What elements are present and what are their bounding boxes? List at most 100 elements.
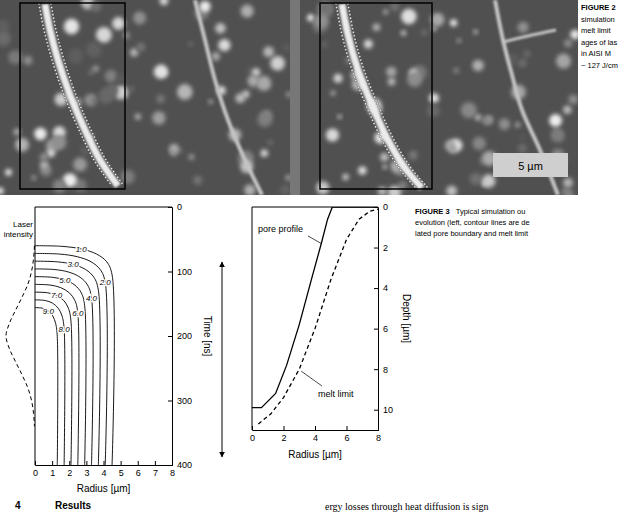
page: 5 µmFIGURE 2simulationmelt limitages of …: [0, 0, 623, 517]
tick-mark: [168, 336, 172, 337]
simulated-outline: [79, 103, 81, 105]
contour-label: 6.0: [72, 309, 84, 318]
tick-label: 1: [50, 468, 55, 478]
image-grain: [120, 170, 134, 184]
simulated-outline: [62, 56, 64, 58]
simulated-outline: [355, 42, 357, 44]
contour-line: [35, 277, 86, 465]
tick: 10: [374, 405, 393, 415]
image-grain: [564, 189, 574, 195]
image-grain: [285, 174, 290, 180]
simulated-outline: [101, 152, 103, 154]
tick-mark: [374, 248, 378, 249]
caption-line: evolution (left, contour lines are de: [415, 218, 530, 227]
simulated-outline: [374, 96, 376, 98]
tick-label: 6: [136, 468, 141, 478]
simulated-outline: [60, 86, 62, 88]
simulated-outline: [75, 123, 77, 125]
leader-line: [308, 236, 321, 243]
simulated-outline: [362, 66, 364, 68]
simulated-outline: [416, 175, 418, 177]
image-grain: [262, 110, 272, 120]
image-grain: [326, 128, 339, 141]
image-grain: [193, 176, 202, 185]
simulated-outline: [348, 6, 350, 8]
image-grain: [105, 70, 118, 83]
tick-mark: [168, 272, 172, 273]
simulated-outline: [55, 28, 57, 30]
simulated-outline: [105, 176, 107, 178]
simulated-outline: [337, 14, 339, 16]
caption-line: melt limit: [581, 26, 611, 35]
tick: 2: [281, 426, 286, 443]
simulated-outline: [106, 161, 108, 163]
simulated-outline: [49, 52, 51, 54]
contour-line: [35, 292, 72, 465]
simulated-outline: [61, 90, 63, 92]
image-grain: [170, 150, 176, 156]
simulated-outline: [43, 31, 45, 33]
simulated-outline: [81, 110, 83, 112]
image-grain: [401, 30, 406, 35]
caption-line: in AISI M: [581, 49, 611, 58]
simulated-outline: [86, 120, 88, 122]
simulated-outline: [348, 59, 350, 61]
image-grain: [383, 9, 389, 15]
image-grain: [135, 114, 141, 120]
simulated-outline: [396, 145, 398, 147]
tick: 5: [119, 461, 124, 478]
simulated-outline: [390, 132, 392, 134]
simulated-outline: [426, 186, 428, 188]
simulated-outline: [385, 123, 387, 125]
tick-label: 6: [383, 324, 388, 334]
axis-title: Time [ns]: [202, 316, 213, 357]
contour-label: 8.0: [59, 325, 71, 334]
simulated-outline: [68, 106, 70, 108]
simulated-outline: [337, 17, 339, 19]
tick-mark: [347, 426, 348, 430]
simulated-outline: [60, 49, 62, 51]
simulated-outline: [96, 142, 98, 144]
simulated-outline: [121, 182, 123, 184]
simulated-outline: [91, 155, 93, 157]
tick-label: 2: [383, 243, 388, 253]
simulated-outline: [78, 129, 80, 131]
image-grain: [256, 76, 271, 91]
simulated-outline: [110, 167, 112, 169]
tick-label: 400: [177, 460, 192, 470]
image-grain: [518, 22, 529, 33]
image-grain: [64, 19, 79, 34]
simulated-outline: [423, 183, 425, 185]
simulated-outline: [381, 139, 383, 141]
simulated-outline: [84, 116, 86, 118]
caption-line: lated pore boundary and melt limit: [415, 229, 529, 238]
simulated-outline: [54, 24, 56, 26]
tick-mark: [35, 461, 36, 465]
simulated-outline: [404, 157, 406, 159]
simulated-outline: [381, 113, 383, 115]
simulated-outline: [364, 73, 366, 75]
image-grain: [330, 90, 335, 95]
simulated-outline: [117, 176, 119, 178]
image-grain: [156, 94, 165, 103]
simulated-outline: [39, 10, 41, 12]
image-grain: [499, 118, 510, 129]
simulated-outline: [388, 151, 390, 153]
simulated-outline: [384, 145, 386, 147]
simulated-outline: [83, 139, 85, 141]
simulated-outline: [39, 6, 41, 8]
tick: 2: [374, 243, 388, 253]
simulated-outline: [409, 180, 411, 182]
image-grain: [188, 42, 193, 47]
simulated-outline: [50, 56, 52, 58]
pore-wall: [45, 4, 118, 186]
tick-mark: [168, 401, 172, 402]
simulated-outline: [356, 45, 358, 47]
pore-wall: [342, 4, 422, 188]
tick: 1: [50, 461, 55, 478]
simulated-outline: [408, 163, 410, 165]
simulated-outline: [347, 56, 349, 58]
simulated-outline: [388, 129, 390, 131]
series-line: [258, 209, 378, 424]
image-grain: [518, 59, 526, 67]
